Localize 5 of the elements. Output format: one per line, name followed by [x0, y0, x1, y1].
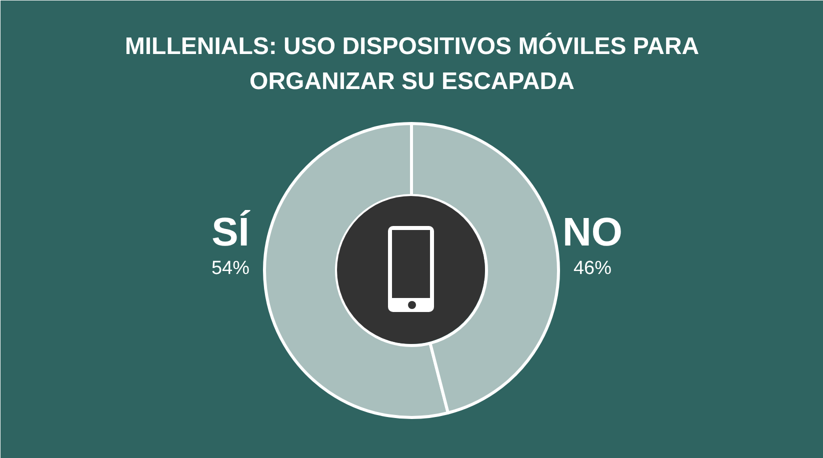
slice-label: SÍ — [212, 210, 250, 254]
chart-title: MILLENIALS: USO DISPOSITIVOS MÓVILES PARA ORGANIZAR SU ESCAPADA — [124, 32, 700, 95]
data-label: 54% — [211, 258, 250, 279]
slice-label: NO — [562, 210, 622, 254]
data-label: 46% — [573, 258, 612, 279]
